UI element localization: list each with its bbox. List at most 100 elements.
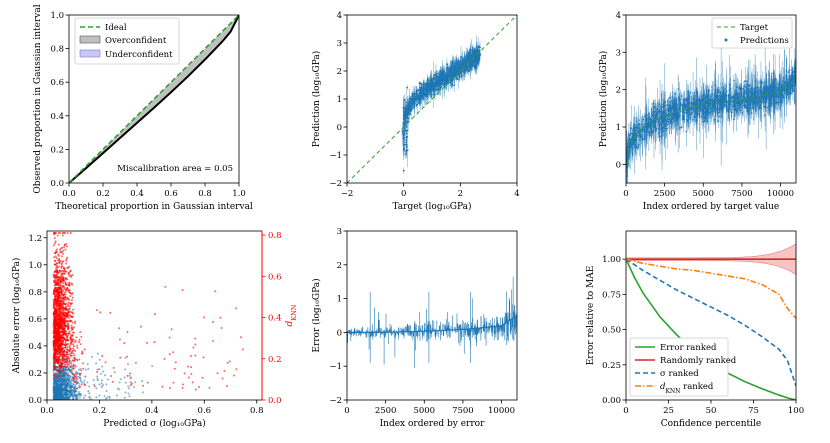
prediction-point <box>415 95 417 98</box>
prediction-point <box>424 95 427 97</box>
prediction-point <box>652 122 655 125</box>
prediction-point <box>402 117 405 120</box>
y-tick-label: 2 <box>616 86 621 96</box>
prediction-point <box>627 145 630 148</box>
prediction-point <box>713 99 715 102</box>
abs-error-point <box>127 385 130 388</box>
prediction-point <box>473 51 476 54</box>
prediction-point <box>759 81 761 84</box>
prediction-point <box>778 83 780 85</box>
prediction-point <box>435 84 438 87</box>
prediction-point <box>715 109 717 111</box>
prediction-point <box>453 65 456 68</box>
prediction-point <box>702 105 705 108</box>
prediction-point <box>441 76 444 79</box>
prediction-point <box>632 146 634 149</box>
prediction-point <box>666 100 669 102</box>
abs-error-point <box>87 367 90 370</box>
y-tick-label: 0 <box>616 160 621 170</box>
prediction-point <box>653 130 655 132</box>
prediction-point <box>733 79 735 82</box>
prediction-point <box>629 134 632 137</box>
prediction-point <box>715 91 718 94</box>
prediction-point <box>760 89 763 92</box>
prediction-point <box>439 86 442 88</box>
prediction-point <box>638 122 640 125</box>
prediction-point <box>744 105 747 108</box>
prediction-point <box>670 118 673 121</box>
prediction-point <box>700 116 703 118</box>
prediction-point <box>755 96 758 99</box>
prediction-point <box>421 96 424 99</box>
prediction-point <box>648 134 651 137</box>
prediction-point <box>672 114 675 117</box>
legend-predictions-label: Predictions <box>740 36 789 46</box>
ideal-line <box>347 15 517 183</box>
prediction-point <box>792 81 795 84</box>
prediction-point <box>764 95 766 98</box>
prediction-point <box>419 82 422 85</box>
prediction-point <box>423 90 425 92</box>
prediction-point <box>758 99 761 102</box>
panel-ordered-target: 0 2500 5000 7500 10000 0 1 2 3 4 Index ordered by … <box>598 11 797 212</box>
prediction-point <box>719 91 722 94</box>
prediction-point <box>754 101 756 104</box>
prediction-point <box>752 100 755 103</box>
prediction-point <box>636 147 638 150</box>
prediction-point <box>749 103 752 105</box>
prediction-point <box>717 98 720 100</box>
prediction-point <box>761 97 764 99</box>
prediction-point <box>786 93 788 95</box>
prediction-point <box>658 105 661 108</box>
panel-parity: −2 0 2 4 −2 −1 0 1 2 3 4 Target (log₁₀GPa) Predictio… <box>311 11 520 212</box>
prediction-point <box>659 110 662 112</box>
miscalibration-annotation: Miscalibration area = 0.05 <box>117 164 233 174</box>
prediction-point <box>403 123 406 126</box>
legend-predictions-swatch <box>724 38 728 42</box>
prediction-point <box>656 107 659 110</box>
prediction-point <box>726 108 729 111</box>
prediction-point <box>428 85 431 87</box>
prediction-point <box>787 71 790 74</box>
plot-area <box>52 232 244 400</box>
prediction-point <box>458 76 461 79</box>
y-tick-label: 4 <box>616 11 621 21</box>
prediction-point <box>442 72 445 75</box>
prediction-point <box>420 95 423 98</box>
prediction-point <box>692 106 694 109</box>
x-tick-label: 2500 <box>654 189 676 199</box>
prediction-point <box>409 107 412 110</box>
prediction-point <box>735 109 737 111</box>
prediction-point <box>408 105 411 108</box>
prediction-point <box>684 102 686 105</box>
x-axis-label: Target (log₁₀GPa) <box>392 201 471 212</box>
abs-error-point <box>101 365 104 368</box>
prediction-point <box>433 78 436 81</box>
prediction-point <box>704 111 707 114</box>
prediction-point <box>663 104 666 107</box>
prediction-point <box>685 130 688 133</box>
prediction-point <box>789 78 792 81</box>
prediction-point <box>791 86 794 89</box>
legend: Target Predictions <box>711 17 793 49</box>
prediction-point <box>671 116 674 119</box>
prediction-point <box>632 135 634 137</box>
prediction-point <box>767 109 769 111</box>
prediction-point <box>709 101 712 104</box>
prediction-point <box>455 68 458 71</box>
prediction-point <box>717 120 720 122</box>
abs-error-point <box>123 376 126 379</box>
prediction-point <box>475 56 477 58</box>
prediction-point <box>703 94 705 97</box>
prediction-point <box>788 69 791 71</box>
axes-frame <box>625 14 797 184</box>
prediction-point <box>676 117 679 120</box>
prediction-point <box>752 102 755 104</box>
prediction-point <box>446 70 449 73</box>
prediction-point <box>764 114 766 117</box>
prediction-point <box>710 98 713 100</box>
prediction-point <box>445 79 447 82</box>
prediction-point <box>711 100 714 103</box>
y-tick-label: 1 <box>337 95 342 105</box>
prediction-point <box>740 88 743 91</box>
